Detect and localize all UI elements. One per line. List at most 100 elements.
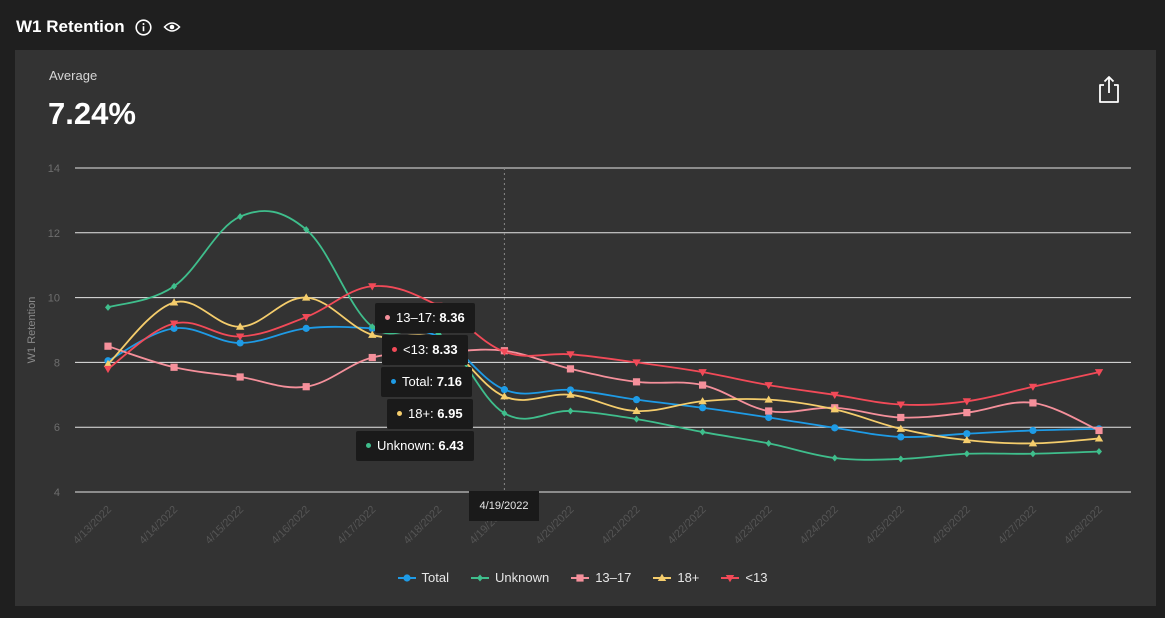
data-point-18 xyxy=(764,395,773,403)
tooltip-value: 8.33 xyxy=(432,342,458,357)
tooltip-item: Total: 7.16 xyxy=(381,367,472,397)
widget-header: W1 Retention xyxy=(16,14,181,40)
data-point-unknown xyxy=(765,439,772,447)
legend-label: 18+ xyxy=(677,570,700,585)
legend-swatch xyxy=(470,574,489,581)
tooltip-series-name: Total: xyxy=(402,374,437,389)
data-point-unknown xyxy=(633,415,640,423)
data-point-total xyxy=(699,404,707,412)
data-point-13-17 xyxy=(632,378,641,386)
data-point-13-17 xyxy=(897,413,905,422)
data-point-unknown xyxy=(369,323,376,331)
y-tick-label: 4 xyxy=(54,487,60,499)
data-point-under-13 xyxy=(368,283,377,291)
data-point-unknown xyxy=(567,407,574,415)
data-point-unknown xyxy=(699,428,706,436)
x-tick-label: 4/22/2022 xyxy=(666,504,709,547)
data-point-13-17 xyxy=(170,363,178,371)
data-point-total xyxy=(566,386,575,394)
data-point-13-17 xyxy=(699,381,707,389)
info-icon[interactable] xyxy=(135,18,153,36)
x-tick-label: 4/14/2022 xyxy=(137,504,180,547)
data-point-under-13 xyxy=(830,391,839,399)
series-line-18 xyxy=(107,296,1100,445)
data-point-under-13 xyxy=(103,365,113,374)
average-label: Average xyxy=(49,68,98,83)
tooltip-item: 13–17: 8.36 xyxy=(375,303,475,333)
y-tick-label: 8 xyxy=(54,357,60,369)
data-point-under-13 xyxy=(235,333,245,341)
legend-swatch xyxy=(397,573,416,582)
data-point-18 xyxy=(368,330,377,338)
data-point-under-13 xyxy=(302,314,311,322)
tooltip-item: <13: 8.33 xyxy=(382,335,468,365)
data-point-18 xyxy=(302,293,311,301)
data-point-18 xyxy=(500,392,509,400)
tooltip-dot xyxy=(366,443,371,449)
x-tick-label: 4/23/2022 xyxy=(732,504,775,547)
y-tick-label: 6 xyxy=(54,422,60,434)
series-line-total xyxy=(107,325,1100,439)
x-tick-label: 4/17/2022 xyxy=(335,504,378,547)
data-point-unknown xyxy=(1029,450,1036,458)
legend-item[interactable]: 18+ xyxy=(653,570,699,585)
data-point-13-17 xyxy=(1095,426,1103,435)
data-point-under-13 xyxy=(764,382,773,390)
eye-icon[interactable] xyxy=(163,18,181,36)
legend-item[interactable]: <13 xyxy=(721,570,767,585)
tooltip-series-name: 18+: xyxy=(408,406,438,421)
data-point-18 xyxy=(566,390,575,398)
data-point-total xyxy=(897,433,905,441)
data-point-under-13 xyxy=(169,320,179,328)
tooltip-date: 4/19/2022 xyxy=(469,491,539,521)
share-icon[interactable] xyxy=(1096,74,1122,104)
data-point-18 xyxy=(1028,439,1038,447)
legend-label: <13 xyxy=(745,570,768,585)
data-point-unknown xyxy=(897,455,904,463)
series-line-unknown xyxy=(107,210,1100,461)
data-point-total xyxy=(765,413,773,422)
legend-marker xyxy=(476,574,483,581)
tooltip-item: Unknown: 6.43 xyxy=(356,431,474,461)
data-point-13-17 xyxy=(1029,399,1037,407)
x-tick-label: 4/26/2022 xyxy=(930,504,973,547)
data-point-total xyxy=(170,324,178,332)
tooltip-value: 6.43 xyxy=(438,438,464,453)
y-tick-label: 14 xyxy=(48,163,60,175)
data-point-unknown xyxy=(303,226,310,234)
data-point-under-13 xyxy=(500,348,509,356)
legend-swatch xyxy=(571,573,590,582)
data-point-unknown xyxy=(501,409,508,417)
tooltip-series-name: 13–17: xyxy=(396,310,440,325)
x-tick-label: 4/21/2022 xyxy=(600,504,643,547)
data-point-unknown xyxy=(237,213,244,221)
legend-item[interactable]: 13–17 xyxy=(571,570,631,585)
data-point-18 xyxy=(235,322,245,330)
legend-marker xyxy=(726,574,735,582)
data-point-13-17 xyxy=(368,353,376,362)
data-point-unknown xyxy=(1096,448,1102,455)
series-line-under-13 xyxy=(107,285,1100,406)
data-point-unknown xyxy=(171,282,178,290)
data-point-total xyxy=(236,339,244,347)
data-point-18 xyxy=(698,397,707,405)
data-point-under-13 xyxy=(1094,369,1104,377)
data-point-under-13 xyxy=(566,351,575,359)
legend-swatch xyxy=(721,574,740,582)
data-point-under-13 xyxy=(698,369,707,377)
data-point-total xyxy=(302,324,310,332)
series-line-13-17 xyxy=(107,345,1100,432)
data-point-total xyxy=(1029,426,1037,435)
y-axis-label: W1 Retention xyxy=(26,297,38,364)
tooltip-item: 18+: 6.95 xyxy=(387,399,473,429)
legend-item[interactable]: Unknown xyxy=(470,570,549,585)
tooltip-value: 8.36 xyxy=(439,310,465,325)
y-tick-label: 10 xyxy=(48,293,60,305)
tooltip-series-name: Unknown: xyxy=(377,438,439,453)
tooltip-dot xyxy=(392,347,397,353)
x-tick-label: 4/20/2022 xyxy=(533,504,576,547)
tooltip-dot xyxy=(391,379,396,385)
legend-item[interactable]: Total xyxy=(397,570,449,585)
data-point-13-17 xyxy=(566,365,575,373)
legend-swatch xyxy=(653,573,672,581)
